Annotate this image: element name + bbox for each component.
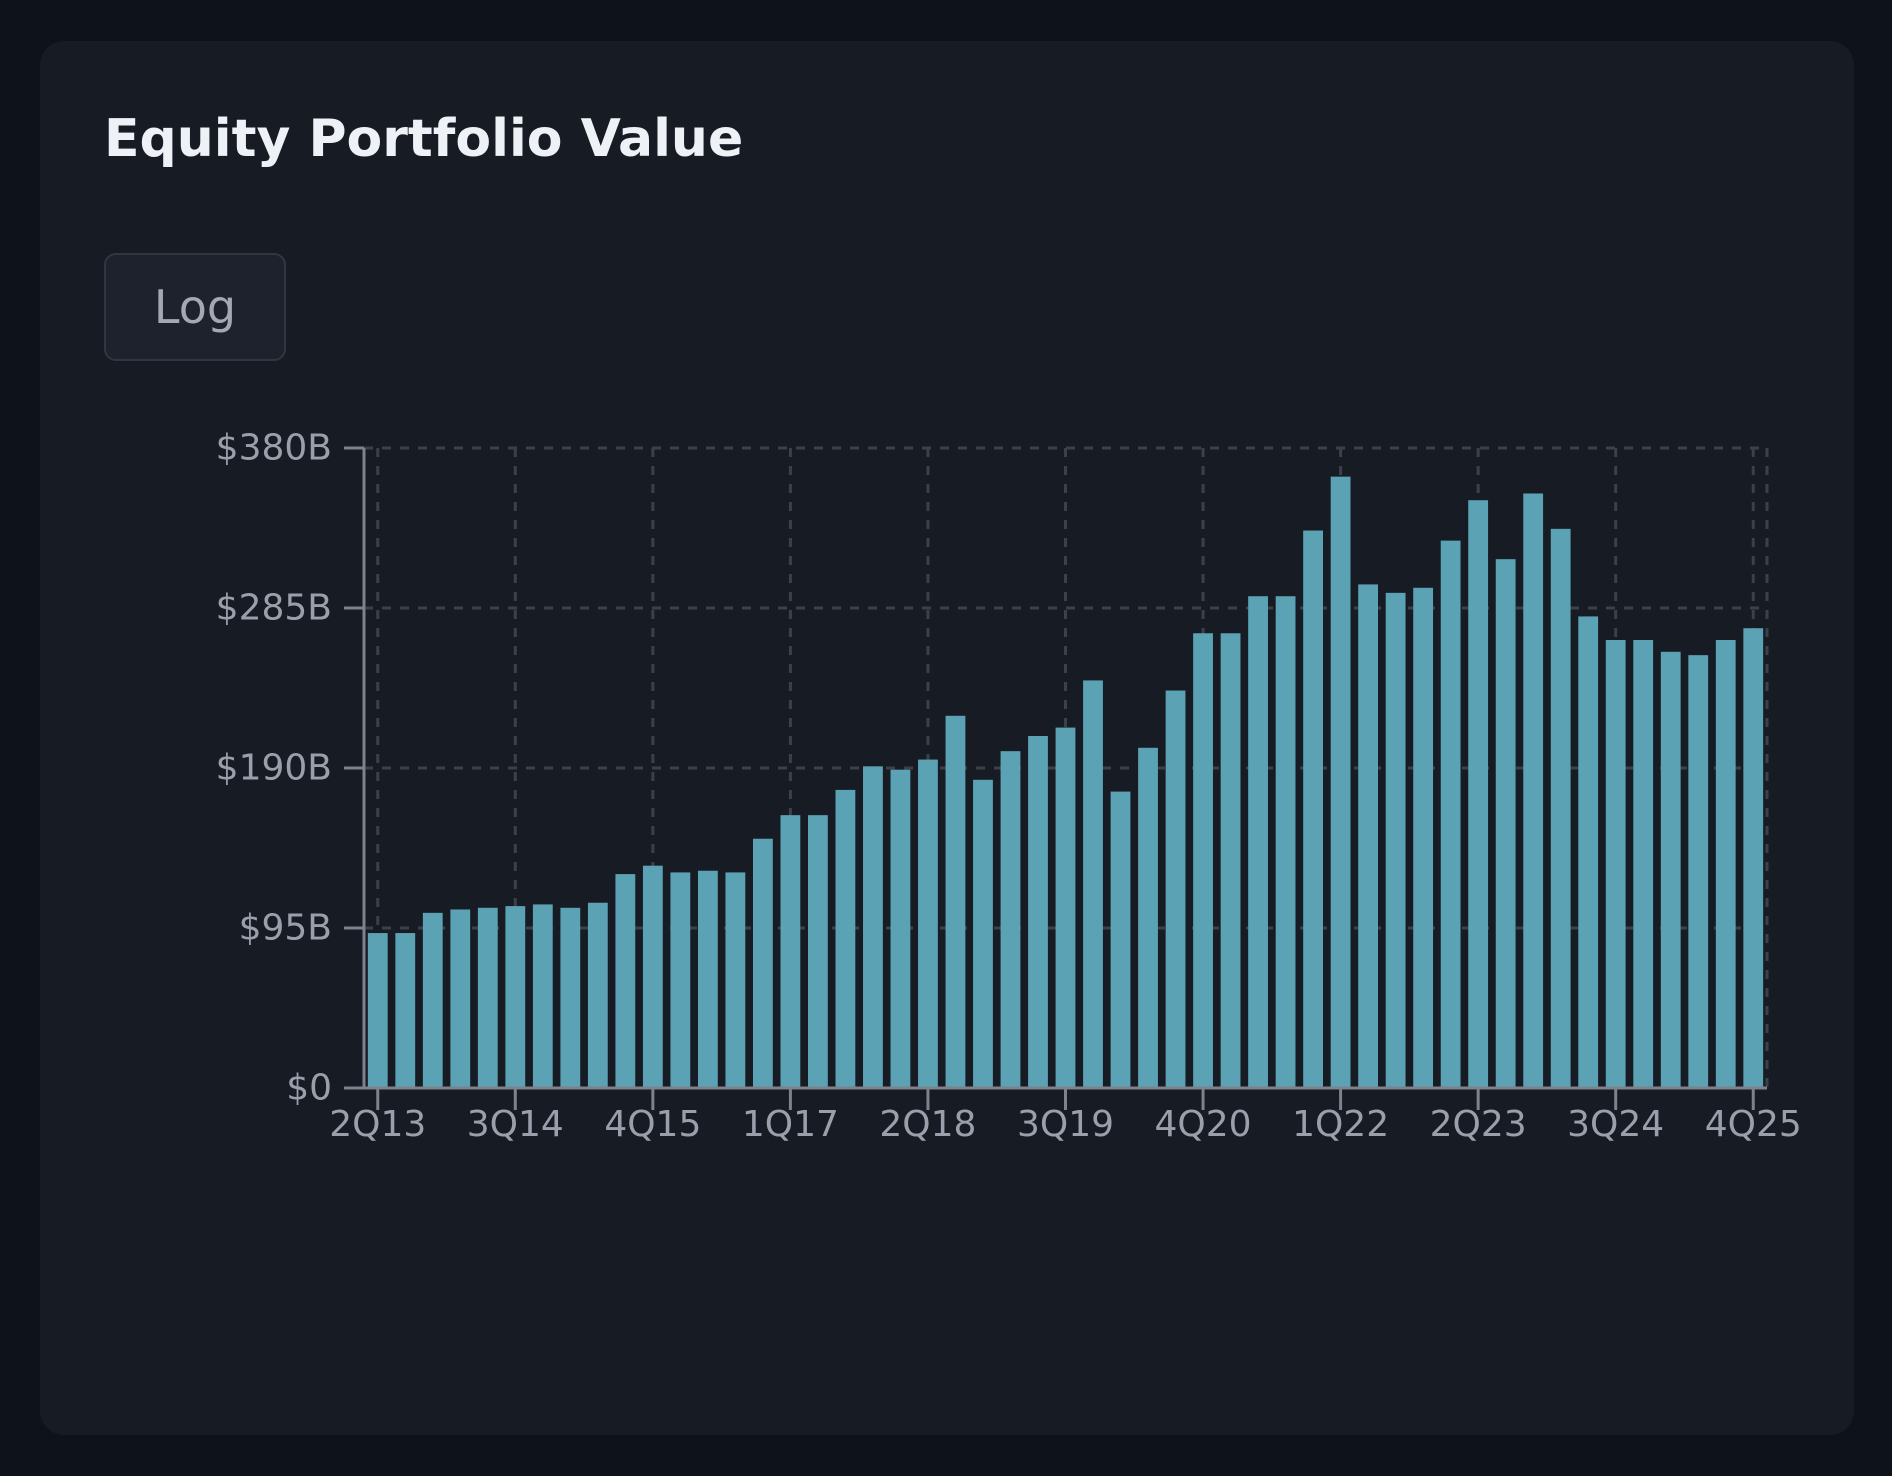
x-tick-label: 3Q19 <box>1017 1104 1114 1145</box>
bar-4Q23 <box>1523 493 1544 1088</box>
chart-title: Equity Portfolio Value <box>104 109 744 169</box>
bar-4Q24 <box>1633 640 1654 1088</box>
x-tick-label: 1Q17 <box>742 1104 839 1145</box>
log-scale-button[interactable]: Log <box>104 253 286 361</box>
bar-4Q13 <box>422 912 443 1088</box>
bar-2Q23 <box>1468 500 1489 1088</box>
bar-2Q17 <box>808 815 828 1088</box>
bar-4Q15 <box>642 865 663 1088</box>
bar-2Q16 <box>697 870 718 1088</box>
bar-3Q22 <box>1385 592 1406 1088</box>
bar-1Q19 <box>1000 751 1021 1088</box>
bar-3Q15 <box>615 874 636 1088</box>
bar-1Q20 <box>1110 791 1131 1088</box>
x-tick-label: 2Q18 <box>879 1104 976 1145</box>
bar-1Q24 <box>1550 528 1571 1088</box>
bar-4Q18 <box>973 779 993 1088</box>
bar-1Q17 <box>780 815 801 1088</box>
x-tick-label: 4Q15 <box>604 1104 701 1145</box>
bar-3Q24 <box>1605 640 1626 1088</box>
y-tick-label: $380B <box>216 428 332 469</box>
bar-4Q22 <box>1413 587 1434 1088</box>
y-tick-label: $0 <box>286 1068 332 1109</box>
bar-1Q18 <box>890 769 911 1088</box>
x-tick-label: 3Q24 <box>1567 1104 1664 1145</box>
bar-3Q14 <box>505 906 526 1088</box>
bar-3Q18 <box>945 715 966 1088</box>
bar-3Q16 <box>725 872 746 1088</box>
bar-1Q23 <box>1440 540 1461 1088</box>
bar-2Q13 <box>367 933 388 1088</box>
bar-2Q14 <box>477 907 498 1088</box>
bar-4Q17 <box>863 766 883 1088</box>
bar-2Q25 <box>1688 655 1709 1088</box>
bar-1Q21 <box>1220 633 1241 1088</box>
bar-3Q20 <box>1165 690 1186 1088</box>
bar-2Q15 <box>587 902 608 1088</box>
x-tick-label: 4Q25 <box>1705 1104 1802 1145</box>
bar-2Q20 <box>1138 747 1158 1088</box>
bar-3Q25 <box>1715 640 1736 1088</box>
bar-1Q15 <box>560 907 581 1088</box>
bar-3Q17 <box>835 789 856 1088</box>
bar-1Q16 <box>670 872 691 1088</box>
y-tick-label: $285B <box>216 588 332 629</box>
y-tick-label: $95B <box>239 908 332 949</box>
bar-2Q19 <box>1028 736 1048 1088</box>
x-tick-label: 4Q20 <box>1155 1104 1252 1145</box>
bar-2Q21 <box>1248 596 1268 1088</box>
bar-1Q22 <box>1330 476 1351 1088</box>
bar-4Q21 <box>1303 530 1323 1088</box>
bar-3Q19 <box>1055 727 1076 1088</box>
bar-2Q24 <box>1578 616 1599 1088</box>
bar-2Q22 <box>1358 584 1379 1088</box>
bar-3Q13 <box>395 933 416 1088</box>
bar-4Q20 <box>1193 633 1213 1088</box>
x-tick-label: 3Q14 <box>467 1104 564 1145</box>
bar-4Q16 <box>752 838 773 1088</box>
bar-2Q18 <box>918 759 938 1088</box>
x-tick-label: 1Q22 <box>1292 1104 1389 1145</box>
bar-4Q14 <box>532 904 553 1088</box>
x-tick-label: 2Q23 <box>1430 1104 1527 1145</box>
x-tick-label: 2Q13 <box>329 1104 426 1145</box>
bar-3Q21 <box>1275 596 1296 1088</box>
bar-4Q19 <box>1083 680 1103 1088</box>
y-tick-label: $190B <box>216 748 332 789</box>
bar-4Q25 <box>1743 628 1764 1088</box>
bar-1Q14 <box>450 909 471 1088</box>
bar-1Q25 <box>1660 651 1681 1088</box>
bar-3Q23 <box>1495 559 1516 1088</box>
